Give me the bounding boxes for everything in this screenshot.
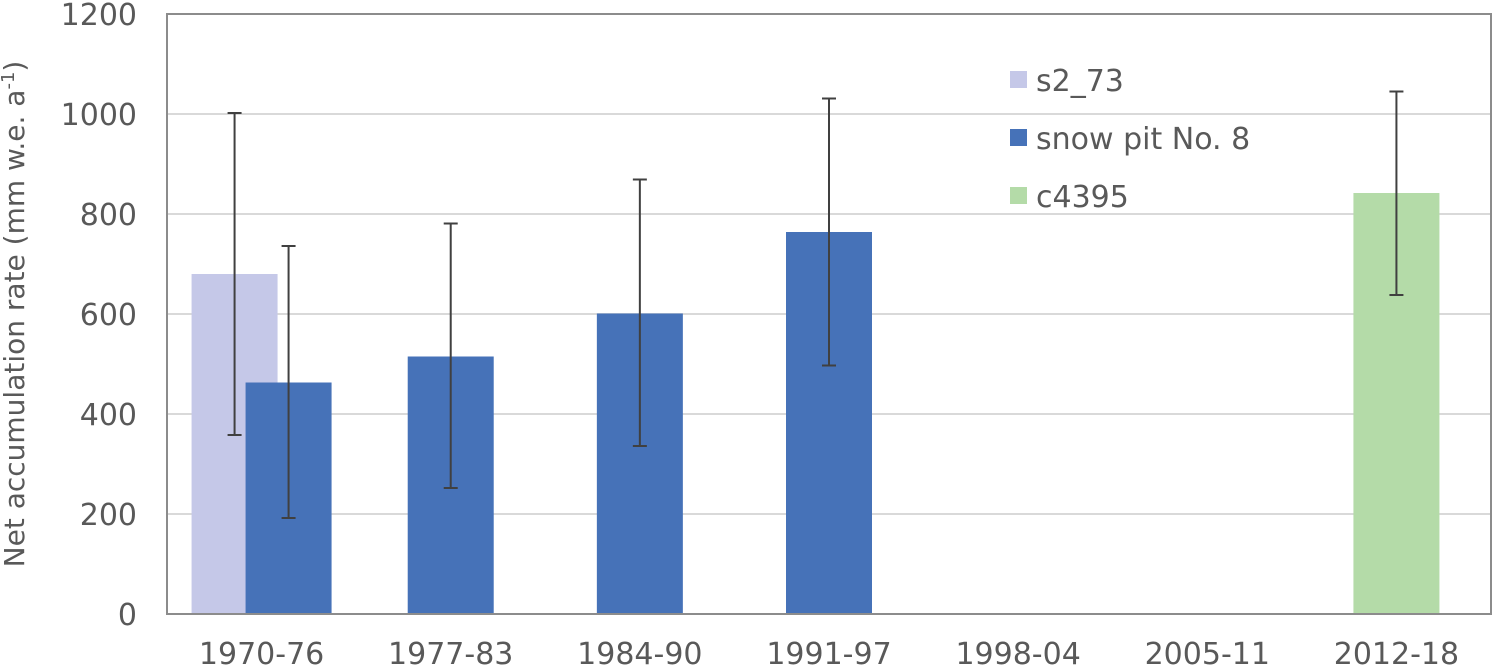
x-tick-label: 2012-18 — [1334, 637, 1459, 666]
error-bar — [281, 245, 296, 519]
y-axis-label-close: ) — [0, 61, 31, 72]
y-axis-ticks: 0 200 400 600 800 1000 1200 — [61, 0, 137, 633]
error-bar — [1389, 90, 1404, 296]
y-tick-label: 400 — [80, 398, 137, 433]
legend-label: snow pit No. 8 — [1036, 122, 1250, 157]
y-tick-label: 600 — [80, 298, 137, 333]
error-bar — [822, 97, 836, 367]
x-tick-label: 2005-11 — [1145, 637, 1270, 666]
error-bar — [227, 112, 242, 436]
legend-swatch — [1010, 71, 1027, 88]
error-bar — [632, 178, 647, 447]
legend-item: s2_73 — [1010, 64, 1124, 99]
y-axis-label-superscript: -1 — [0, 72, 19, 90]
legend-swatch — [1010, 129, 1027, 146]
error-bars — [227, 90, 1404, 519]
bars — [191, 193, 1440, 614]
x-tick-label: 1998-04 — [955, 637, 1080, 666]
legend-swatch — [1010, 187, 1027, 204]
legend-item: c4395 — [1010, 180, 1129, 215]
plot-frame — [166, 13, 1492, 615]
y-tick-label: 800 — [80, 198, 137, 233]
x-tick-label: 1977-83 — [388, 637, 513, 666]
x-tick-label: 1970-76 — [199, 637, 324, 666]
legend-label: s2_73 — [1036, 64, 1124, 99]
legend-label: c4395 — [1036, 180, 1129, 215]
y-tick-label: 0 — [118, 598, 137, 633]
x-tick-label: 1991-97 — [766, 637, 891, 666]
x-axis-ticks: 1970-76 1977-83 1984-90 1991-97 1998-04 2005-… — [199, 637, 1459, 666]
legend-item: snow pit No. 8 — [1010, 122, 1250, 157]
y-tick-label: 1000 — [61, 98, 137, 133]
y-axis-label: Net accumulation rate (mm w.e. a-1) — [0, 61, 31, 568]
y-axis-label-main: Net accumulation rate (mm w.e. a — [0, 90, 31, 568]
y-tick-label: 200 — [80, 498, 137, 533]
x-tick-label: 1984-90 — [577, 637, 702, 666]
y-tick-label: 1200 — [61, 0, 137, 33]
error-bar — [443, 222, 458, 489]
